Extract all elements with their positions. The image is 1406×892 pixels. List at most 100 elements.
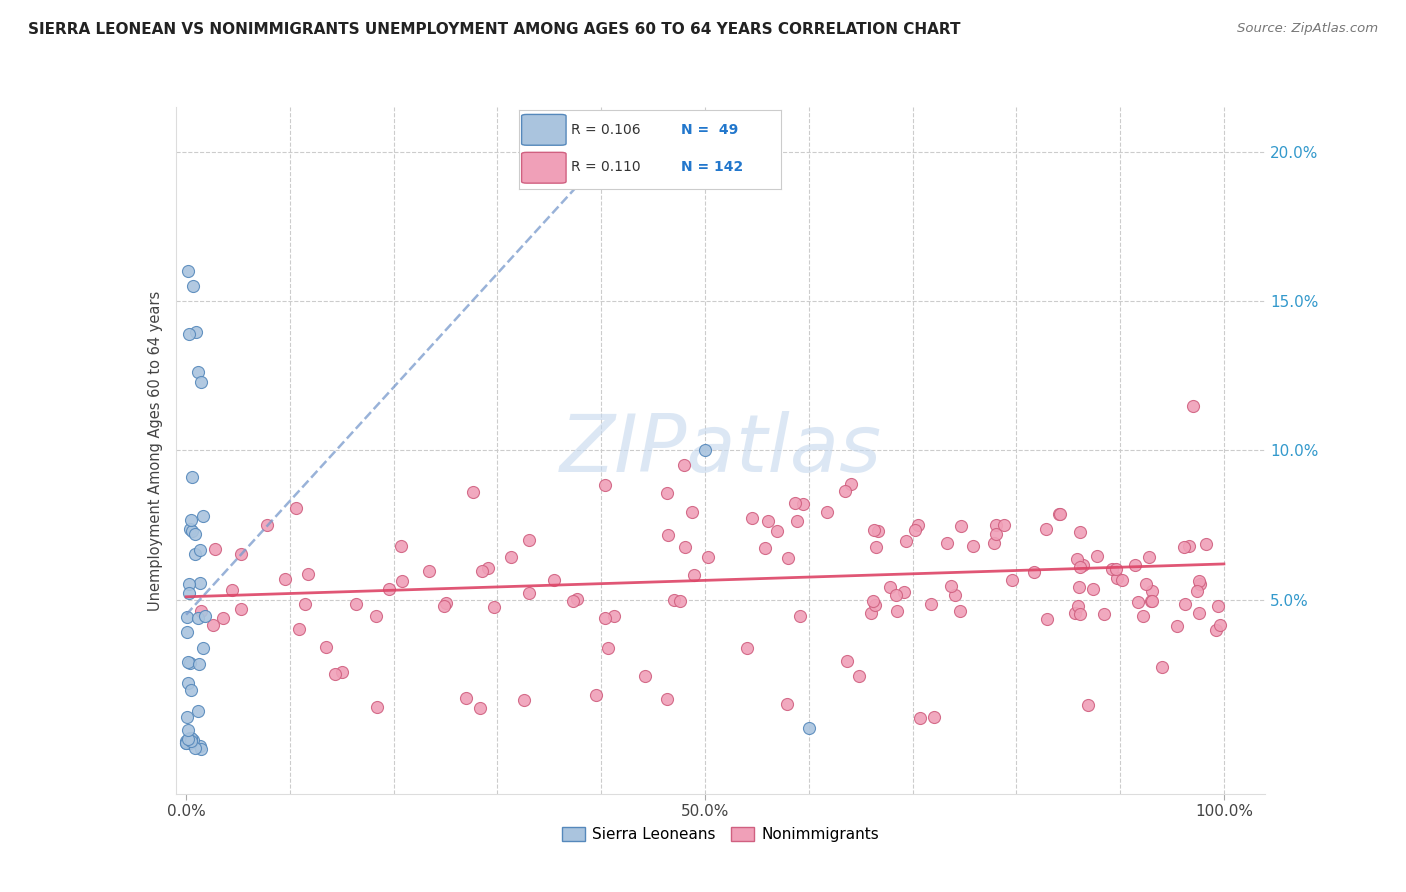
Point: [949, 604, 972, 618]
FancyBboxPatch shape: [522, 153, 567, 183]
Point: [174, 736, 197, 750]
Point: [735, 640, 758, 655]
Point: [323, 667, 346, 681]
Point: [188, 739, 211, 754]
Point: [815, 505, 838, 519]
Point: [766, 524, 789, 538]
Point: [593, 611, 616, 625]
Point: [1150, 660, 1173, 674]
Point: [862, 594, 884, 608]
Point: [1187, 606, 1209, 620]
Point: [1187, 583, 1209, 598]
Point: [839, 477, 862, 491]
Point: [943, 588, 966, 602]
Point: [391, 574, 413, 588]
Point: [593, 478, 616, 492]
Point: [797, 721, 820, 735]
Point: [1208, 599, 1230, 614]
Point: [1069, 524, 1091, 539]
Point: [274, 572, 297, 586]
Point: [1132, 608, 1154, 623]
Point: [456, 690, 478, 705]
Y-axis label: Unemployment Among Ages 60 to 64 years: Unemployment Among Ages 60 to 64 years: [148, 290, 163, 611]
Point: [673, 458, 696, 473]
Point: [378, 582, 401, 597]
Point: [477, 561, 499, 575]
Point: [834, 484, 856, 499]
Point: [935, 536, 957, 550]
Point: [179, 656, 201, 670]
Point: [908, 710, 931, 724]
Point: [863, 598, 886, 612]
Point: [789, 609, 811, 624]
Point: [859, 606, 882, 620]
Point: [1188, 574, 1211, 589]
Point: [180, 731, 202, 746]
Point: [837, 654, 859, 668]
Point: [187, 657, 209, 671]
Point: [177, 676, 200, 690]
Point: [673, 540, 696, 554]
Point: [179, 731, 201, 745]
Point: [229, 547, 252, 561]
Point: [512, 693, 534, 707]
Point: [1069, 607, 1091, 622]
Point: [183, 740, 205, 755]
Point: [662, 593, 685, 607]
Text: SIERRA LEONEAN VS NONIMMIGRANTS UNEMPLOYMENT AMONG AGES 60 TO 64 YEARS CORRELATI: SIERRA LEONEAN VS NONIMMIGRANTS UNEMPLOY…: [28, 22, 960, 37]
Point: [585, 688, 607, 702]
Point: [863, 523, 886, 537]
Point: [1047, 507, 1070, 521]
Point: [204, 542, 226, 557]
Point: [792, 497, 814, 511]
Point: [1174, 597, 1197, 611]
Point: [176, 736, 198, 750]
Point: [176, 610, 198, 624]
Point: [1107, 571, 1129, 585]
Point: [669, 594, 692, 608]
Point: [288, 622, 311, 636]
Point: [848, 669, 870, 683]
Point: [894, 534, 917, 549]
Point: [754, 541, 776, 556]
Point: [436, 596, 458, 610]
FancyBboxPatch shape: [522, 114, 567, 145]
Point: [344, 598, 367, 612]
Point: [517, 533, 540, 547]
Point: [1067, 580, 1090, 594]
Point: [1140, 594, 1163, 608]
Point: [993, 518, 1015, 533]
Point: [188, 576, 211, 591]
Point: [1205, 623, 1227, 637]
Point: [776, 697, 799, 711]
Point: [184, 527, 207, 541]
Point: [181, 524, 204, 538]
Text: R = 0.110: R = 0.110: [571, 161, 641, 174]
Point: [1081, 582, 1104, 596]
Point: [1173, 540, 1195, 554]
Point: [783, 495, 806, 509]
Point: [315, 640, 337, 655]
Text: N =  49: N = 49: [681, 123, 738, 137]
Point: [179, 736, 201, 750]
Point: [939, 579, 962, 593]
Point: [1135, 576, 1157, 591]
Point: [179, 577, 201, 591]
Point: [1077, 698, 1099, 713]
Point: [297, 567, 319, 582]
Point: [886, 604, 908, 618]
Point: [1071, 558, 1094, 572]
Point: [1140, 583, 1163, 598]
Point: [221, 583, 243, 598]
Point: [468, 701, 491, 715]
Point: [1104, 562, 1126, 576]
Point: [294, 598, 316, 612]
Point: [1067, 599, 1090, 613]
Point: [180, 734, 202, 748]
Point: [187, 704, 209, 718]
Point: [683, 568, 706, 582]
Point: [1195, 537, 1218, 551]
Point: [655, 692, 678, 706]
Point: [177, 655, 200, 669]
Point: [920, 597, 942, 611]
